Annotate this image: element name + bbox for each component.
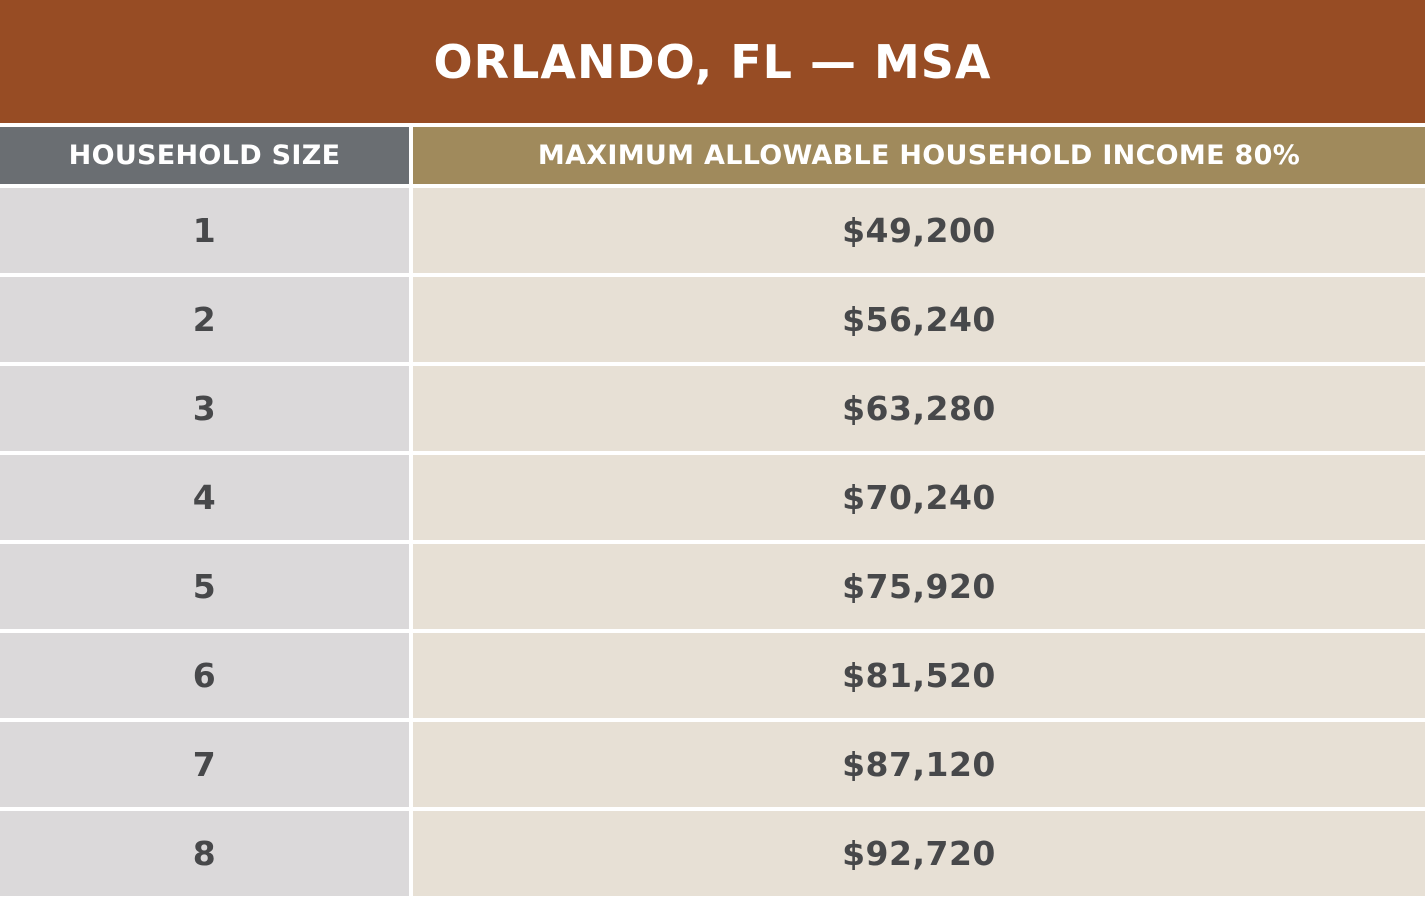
household-size-cell: 7 bbox=[0, 722, 409, 807]
income-cell: $70,240 bbox=[413, 455, 1425, 540]
table-row: 2 $56,240 bbox=[0, 277, 1425, 362]
table-row: 8 $92,720 bbox=[0, 811, 1425, 896]
income-cell: $92,720 bbox=[413, 811, 1425, 896]
table-body: 1 $49,200 2 $56,240 3 $63,280 4 $70,240 … bbox=[0, 188, 1425, 900]
income-cell: $87,120 bbox=[413, 722, 1425, 807]
table-row: 3 $63,280 bbox=[0, 366, 1425, 451]
income-cell: $63,280 bbox=[413, 366, 1425, 451]
table-title: ORLANDO, FL — MSA bbox=[433, 34, 992, 89]
column-header-household-size: HOUSEHOLD SIZE bbox=[0, 127, 409, 184]
column-header-max-income: MAXIMUM ALLOWABLE HOUSEHOLD INCOME 80% bbox=[413, 127, 1425, 184]
household-size-cell: 6 bbox=[0, 633, 409, 718]
income-cell: $49,200 bbox=[413, 188, 1425, 273]
income-cell: $81,520 bbox=[413, 633, 1425, 718]
household-size-cell: 4 bbox=[0, 455, 409, 540]
household-size-cell: 1 bbox=[0, 188, 409, 273]
household-size-cell: 5 bbox=[0, 544, 409, 629]
title-bar: ORLANDO, FL — MSA bbox=[0, 0, 1425, 123]
table-row: 6 $81,520 bbox=[0, 633, 1425, 718]
income-cell: $56,240 bbox=[413, 277, 1425, 362]
household-size-cell: 3 bbox=[0, 366, 409, 451]
table-row: 5 $75,920 bbox=[0, 544, 1425, 629]
table-row: 7 $87,120 bbox=[0, 722, 1425, 807]
table-row: 4 $70,240 bbox=[0, 455, 1425, 540]
income-cell: $75,920 bbox=[413, 544, 1425, 629]
household-size-cell: 2 bbox=[0, 277, 409, 362]
household-size-cell: 8 bbox=[0, 811, 409, 896]
table-row: 1 $49,200 bbox=[0, 188, 1425, 273]
